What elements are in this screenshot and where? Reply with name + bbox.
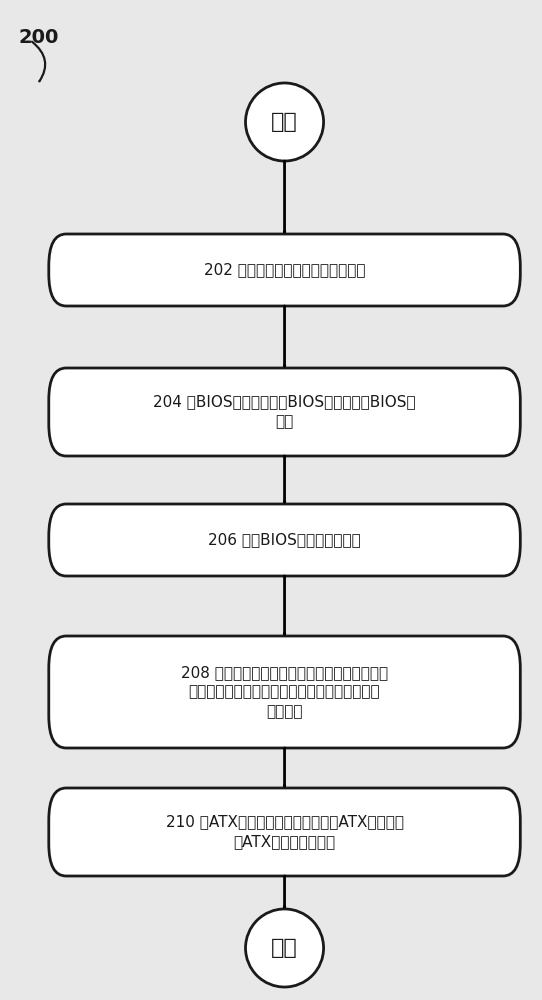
- FancyBboxPatch shape: [49, 504, 520, 576]
- Ellipse shape: [246, 83, 324, 161]
- Text: 210 向ATX电源发送控制信号以指示ATX电源模块
对ATX电源模块上电。: 210 向ATX电源发送控制信号以指示ATX电源模块 对ATX电源模块上电。: [165, 815, 404, 849]
- FancyBboxPatch shape: [49, 788, 520, 876]
- Ellipse shape: [246, 909, 324, 987]
- Text: 结束: 结束: [271, 938, 298, 958]
- Text: 200: 200: [19, 28, 59, 47]
- Text: 202 向时序控制单元提供待机电压；: 202 向时序控制单元提供待机电压；: [204, 262, 365, 277]
- FancyBboxPatch shape: [49, 636, 520, 748]
- FancyArrowPatch shape: [32, 42, 45, 81]
- Text: 208 将散列値与参考散列値相比较并且在散列値
与参考散列値一致的情况下向时序控制单元发送
上电信号: 208 将散列値与参考散列値相比较并且在散列値 与参考散列値一致的情况下向时序控…: [181, 665, 388, 719]
- Text: 206 生戛BIOS代码的散列値；: 206 生戛BIOS代码的散列値；: [208, 532, 361, 548]
- FancyBboxPatch shape: [49, 368, 520, 456]
- Text: 204 为BIOS闪存供电并从BIOS闪存中读取BIOS代
码；: 204 为BIOS闪存供电并从BIOS闪存中读取BIOS代 码；: [153, 395, 416, 429]
- Text: 开始: 开始: [271, 112, 298, 132]
- FancyBboxPatch shape: [49, 234, 520, 306]
